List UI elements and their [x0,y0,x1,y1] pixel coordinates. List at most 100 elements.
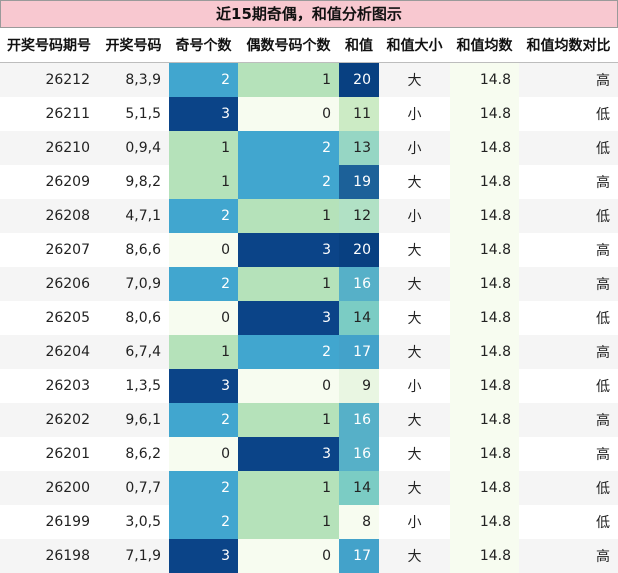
odd-count-cell: 3 [169,539,238,573]
sum-average-cell: 14.8 [450,267,519,301]
numbers-cell: 7,0,9 [98,267,169,301]
sum-size-cell: 小 [379,505,450,539]
issue-cell: 26201 [0,437,98,471]
sum-average-cell: 14.8 [450,62,519,97]
numbers-cell: 0,7,7 [98,471,169,505]
odd-count-cell: 2 [169,505,238,539]
table-row: 26198 7,1,9 3 0 17 大 14.8 高 [0,539,618,573]
header-row: 开奖号码期号 开奖号码 奇号个数 偶数号码个数 和值 和值大小 和值均数 和值均… [0,28,618,63]
odd-count-cell: 2 [169,199,238,233]
odd-count-cell: 2 [169,403,238,437]
numbers-cell: 5,1,5 [98,97,169,131]
issue-cell: 26207 [0,233,98,267]
average-compare-cell: 低 [519,471,618,505]
average-compare-cell: 低 [519,301,618,335]
sum-size-cell: 大 [379,335,450,369]
sum-cell: 12 [339,199,379,233]
sum-average-cell: 14.8 [450,199,519,233]
even-count-cell: 0 [238,369,339,403]
sum-size-cell: 大 [379,165,450,199]
even-count-cell: 2 [238,131,339,165]
odd-count-cell: 2 [169,62,238,97]
sum-average-cell: 14.8 [450,131,519,165]
issue-cell: 26208 [0,199,98,233]
odd-count-cell: 2 [169,267,238,301]
header-even-count: 偶数号码个数 [238,28,339,63]
issue-cell: 26212 [0,62,98,97]
table-row: 26200 0,7,7 2 1 14 大 14.8 低 [0,471,618,505]
odd-count-cell: 1 [169,335,238,369]
average-compare-cell: 低 [519,505,618,539]
sum-cell: 8 [339,505,379,539]
numbers-cell: 9,8,2 [98,165,169,199]
issue-cell: 26211 [0,97,98,131]
sum-average-cell: 14.8 [450,165,519,199]
table-row: 26201 8,6,2 0 3 16 大 14.8 高 [0,437,618,471]
odd-count-cell: 1 [169,131,238,165]
issue-cell: 26204 [0,335,98,369]
numbers-cell: 8,6,6 [98,233,169,267]
numbers-cell: 8,6,2 [98,437,169,471]
even-count-cell: 2 [238,165,339,199]
average-compare-cell: 高 [519,233,618,267]
numbers-cell: 3,0,5 [98,505,169,539]
numbers-cell: 0,9,4 [98,131,169,165]
sum-cell: 16 [339,403,379,437]
sum-size-cell: 大 [379,267,450,301]
issue-cell: 26200 [0,471,98,505]
sum-average-cell: 14.8 [450,437,519,471]
table-row: 26205 8,0,6 0 3 14 大 14.8 低 [0,301,618,335]
even-count-cell: 1 [238,471,339,505]
header-average-compare: 和值均数对比 [519,28,618,63]
table-row: 26211 5,1,5 3 0 11 小 14.8 低 [0,97,618,131]
sum-cell: 16 [339,437,379,471]
sum-average-cell: 14.8 [450,301,519,335]
table-row: 26212 8,3,9 2 1 20 大 14.8 高 [0,62,618,97]
sum-size-cell: 小 [379,97,450,131]
header-sum-size: 和值大小 [379,28,450,63]
page-title: 近15期奇偶，和值分析图示 [0,0,618,28]
average-compare-cell: 低 [519,97,618,131]
sum-size-cell: 大 [379,62,450,97]
header-numbers: 开奖号码 [98,28,169,63]
sum-size-cell: 小 [379,131,450,165]
sum-average-cell: 14.8 [450,233,519,267]
average-compare-cell: 高 [519,437,618,471]
odd-count-cell: 3 [169,97,238,131]
average-compare-cell: 低 [519,199,618,233]
even-count-cell: 3 [238,437,339,471]
sum-size-cell: 小 [379,369,450,403]
sum-cell: 19 [339,165,379,199]
sum-size-cell: 大 [379,437,450,471]
table-row: 26210 0,9,4 1 2 13 小 14.8 低 [0,131,618,165]
sum-cell: 11 [339,97,379,131]
odd-count-cell: 1 [169,165,238,199]
issue-cell: 26199 [0,505,98,539]
sum-size-cell: 小 [379,199,450,233]
sum-average-cell: 14.8 [450,471,519,505]
sum-average-cell: 14.8 [450,539,519,573]
sum-average-cell: 14.8 [450,505,519,539]
sum-size-cell: 大 [379,301,450,335]
sum-average-cell: 14.8 [450,369,519,403]
issue-cell: 26203 [0,369,98,403]
issue-cell: 26206 [0,267,98,301]
table-row: 26208 4,7,1 2 1 12 小 14.8 低 [0,199,618,233]
sum-average-cell: 14.8 [450,97,519,131]
even-count-cell: 0 [238,97,339,131]
sum-cell: 20 [339,233,379,267]
numbers-cell: 1,3,5 [98,369,169,403]
sum-size-cell: 大 [379,539,450,573]
average-compare-cell: 高 [519,62,618,97]
issue-cell: 26205 [0,301,98,335]
table-row: 26207 8,6,6 0 3 20 大 14.8 高 [0,233,618,267]
average-compare-cell: 低 [519,131,618,165]
numbers-cell: 4,7,1 [98,199,169,233]
table-body: 26212 8,3,9 2 1 20 大 14.8 高 26211 5,1,5 3 0 11 小 14.8 低… [0,62,618,573]
even-count-cell: 3 [238,301,339,335]
sum-size-cell: 大 [379,471,450,505]
sum-cell: 17 [339,539,379,573]
issue-cell: 26202 [0,403,98,437]
average-compare-cell: 高 [519,335,618,369]
